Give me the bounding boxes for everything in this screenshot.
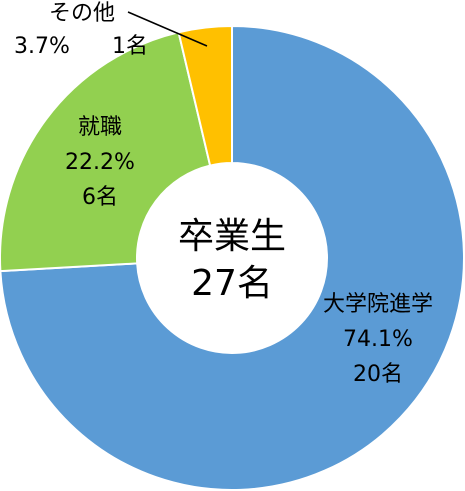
slice	[177, 24, 233, 167]
slices	[0, 24, 465, 491]
count-label: 1名	[112, 34, 148, 59]
count-label: 6名	[82, 185, 118, 210]
slice	[0, 31, 212, 273]
center-title: 卒業生	[178, 216, 286, 257]
value-label: 22.2%	[65, 150, 135, 175]
category-label: その他	[49, 1, 115, 26]
category-label: 大学院進学	[323, 292, 433, 317]
value-label: 3.7%	[14, 34, 70, 59]
category-label: 就職	[78, 115, 122, 140]
value-label: 74.1%	[343, 327, 413, 352]
leader-line	[127, 11, 208, 47]
center-value: 27名	[191, 263, 273, 304]
slice	[0, 24, 465, 491]
count-label: 20名	[353, 362, 403, 387]
